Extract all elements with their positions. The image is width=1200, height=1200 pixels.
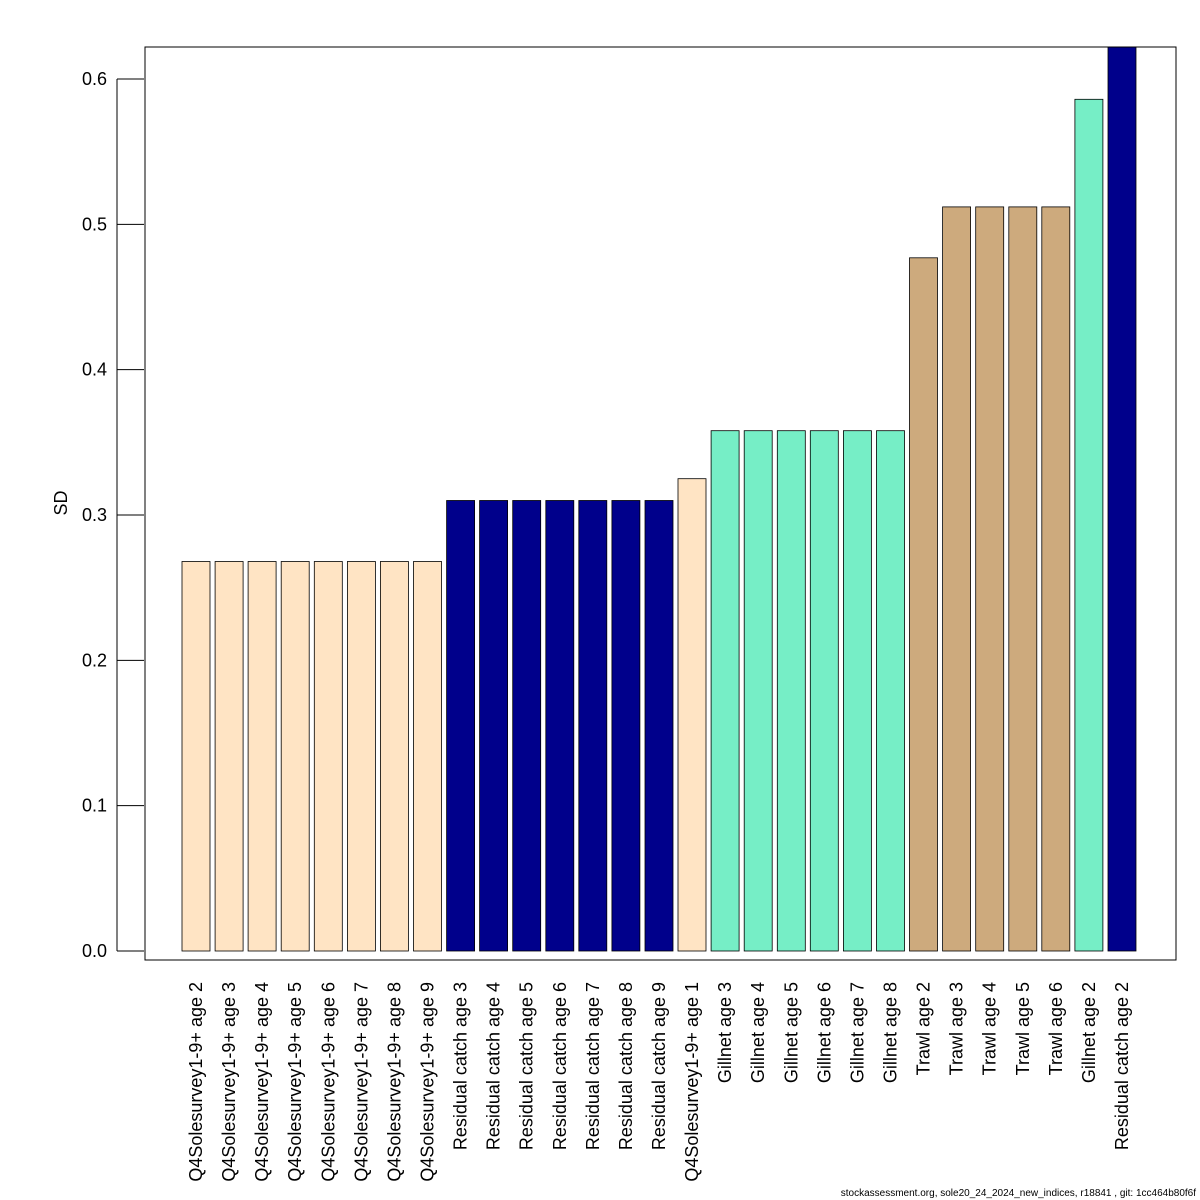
x-tick-label: Residual catch age 4 — [484, 982, 504, 1150]
y-tick-label: 0.4 — [82, 360, 107, 380]
bar — [809, 430, 839, 952]
x-tick-label: Residual catch age 5 — [517, 982, 537, 1150]
bar — [1074, 98, 1104, 952]
bar — [1107, 47, 1137, 952]
x-tick-label: Residual catch age 9 — [649, 982, 669, 1150]
bar — [876, 430, 905, 952]
footer-caption: stockassessment.org, sole20_24_2024_new_… — [840, 1188, 1196, 1199]
x-tick-label: Gillnet age 8 — [881, 982, 901, 1083]
x-tick-label: Residual catch age 6 — [550, 982, 570, 1150]
x-tick-label: Trawl age 3 — [947, 982, 967, 1075]
x-tick-label: Q4Solesurvey1-9+ age 5 — [285, 982, 305, 1182]
x-tick-label: Q4Solesurvey1-9+ age 8 — [384, 982, 404, 1182]
bar — [346, 561, 376, 952]
bar — [446, 500, 476, 952]
x-tick-label: Trawl age 4 — [980, 982, 1000, 1075]
x-tick-label: Gillnet age 6 — [814, 982, 834, 1083]
y-tick-label: 0.5 — [82, 214, 107, 234]
y-tick-label: 0.6 — [82, 69, 107, 89]
y-tick-label: 0.2 — [82, 650, 107, 670]
x-tick-label: Trawl age 2 — [914, 982, 934, 1075]
bar — [479, 500, 509, 952]
y-tick-label: 0.3 — [82, 505, 107, 525]
x-tick-label: Gillnet age 5 — [781, 982, 801, 1083]
x-tick-label: Residual catch age 7 — [583, 982, 603, 1150]
bar — [545, 500, 575, 952]
x-tick-label: Trawl age 6 — [1046, 982, 1066, 1075]
x-tick-label: Q4Solesurvey1-9+ age 6 — [318, 982, 338, 1182]
x-axis-labels: Q4Solesurvey1-9+ age 2 Q4Solesurvey1-9+ a… — [186, 982, 1132, 1182]
bar — [677, 478, 707, 952]
bar — [611, 500, 641, 952]
bar — [512, 500, 542, 952]
bar — [776, 430, 806, 952]
bar — [710, 430, 740, 952]
bar — [181, 561, 211, 952]
x-tick-label: Gillnet age 3 — [715, 982, 735, 1083]
bar — [843, 430, 872, 952]
bar — [578, 500, 608, 952]
y-axis: 0.0 0.1 0.2 0.3 0.4 0.5 0.6 — [82, 69, 144, 961]
bars-group — [181, 47, 1137, 952]
bar — [644, 500, 674, 952]
x-tick-label: Gillnet age 7 — [847, 982, 867, 1083]
bar — [909, 257, 938, 952]
x-tick-label: Residual catch age 2 — [1112, 982, 1132, 1150]
y-axis-title: SD — [51, 490, 71, 515]
x-tick-label: Q4Solesurvey1-9+ age 3 — [219, 982, 239, 1182]
bar — [942, 206, 971, 952]
bar — [743, 430, 773, 952]
bar — [1041, 206, 1071, 952]
bar — [413, 561, 442, 952]
x-tick-label: Q4Solesurvey1-9+ age 7 — [351, 982, 371, 1182]
x-tick-label: Residual catch age 8 — [616, 982, 636, 1150]
x-tick-label: Q4Solesurvey1-9+ age 4 — [252, 982, 272, 1182]
y-tick-label: 0.1 — [82, 796, 107, 816]
y-tick-label: 0.0 — [82, 941, 107, 961]
bar — [247, 561, 277, 952]
bar — [214, 561, 244, 952]
x-tick-label: Q4Solesurvey1-9+ age 2 — [186, 982, 206, 1182]
plot-frame — [144, 46, 1177, 961]
bar — [1008, 206, 1038, 952]
x-tick-label: Q4Solesurvey1-9+ age 9 — [418, 982, 438, 1182]
bar — [280, 561, 310, 952]
x-tick-label: Q4Solesurvey1-9+ age 1 — [682, 982, 702, 1182]
bar — [313, 561, 343, 952]
bar — [379, 561, 409, 952]
x-tick-label: Gillnet age 2 — [1079, 982, 1099, 1083]
bar — [975, 206, 1005, 952]
x-tick-label: Residual catch age 3 — [451, 982, 471, 1150]
x-tick-label: Trawl age 5 — [1013, 982, 1033, 1075]
x-tick-label: Gillnet age 4 — [748, 982, 768, 1083]
